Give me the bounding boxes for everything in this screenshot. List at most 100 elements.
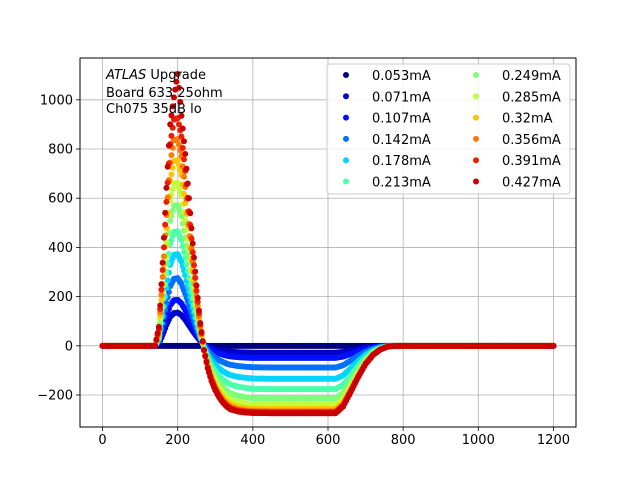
data-point xyxy=(167,121,174,128)
y-tick-label: 600 xyxy=(48,192,73,207)
y-tick-label: 0 xyxy=(65,339,73,354)
legend-label: 0.107mA xyxy=(372,112,431,127)
data-point xyxy=(194,295,201,302)
plot-frame xyxy=(79,57,577,428)
data-point xyxy=(180,190,187,197)
y-tick-label: 200 xyxy=(48,290,73,305)
data-point xyxy=(178,112,185,119)
legend-item: 0.427mA xyxy=(473,176,561,191)
legend-marker xyxy=(343,157,349,164)
legend-item: 0.178mA xyxy=(343,154,431,169)
data-point xyxy=(168,171,175,178)
data-point xyxy=(180,138,187,145)
data-point xyxy=(175,121,182,128)
x-tick-label: 600 xyxy=(316,433,341,448)
data-point xyxy=(193,287,200,294)
data-point xyxy=(165,142,172,149)
data-point xyxy=(184,180,191,187)
legend-marker xyxy=(343,72,349,78)
data-point xyxy=(187,210,194,217)
data-point xyxy=(168,132,175,139)
data-point xyxy=(179,125,186,132)
data-point xyxy=(174,70,181,77)
data-point xyxy=(168,112,175,119)
data-point xyxy=(202,353,209,360)
data-point xyxy=(182,150,189,157)
legend-marker xyxy=(343,93,349,100)
data-point xyxy=(169,186,176,193)
legend-label: 0.213mA xyxy=(372,176,431,191)
data-point xyxy=(189,240,196,247)
legend-item: 0.071mA xyxy=(343,90,431,105)
data-point xyxy=(169,207,176,214)
data-point xyxy=(153,336,160,343)
data-point xyxy=(160,253,167,260)
series-0.427mA xyxy=(99,70,557,417)
data-point xyxy=(159,273,166,280)
data-point xyxy=(180,173,187,180)
data-point xyxy=(160,244,167,251)
data-point xyxy=(169,103,176,110)
legend-label: 0.142mA xyxy=(372,133,431,148)
legend-item: 0.107mA xyxy=(343,112,431,127)
legend-label: 0.053mA xyxy=(372,69,431,84)
title-annotation: ATLAS Upgrade Board 633 25ohm Ch075 35dB… xyxy=(105,68,223,117)
legend-item: 0.213mA xyxy=(343,176,431,191)
legend-item: 0.285mA xyxy=(473,90,561,105)
legend-marker xyxy=(473,114,479,121)
data-point xyxy=(203,359,210,366)
legend-label: 0.285mA xyxy=(502,90,561,105)
title-line-1: ATLAS Upgrade xyxy=(105,68,206,83)
x-tick-label: 1000 xyxy=(462,433,495,448)
data-point xyxy=(173,78,180,85)
legend-marker xyxy=(343,114,349,121)
legend-label: 0.071mA xyxy=(372,90,431,105)
data-point xyxy=(188,235,195,242)
data-point xyxy=(201,347,207,354)
data-point xyxy=(158,286,165,293)
y-tick-label: 400 xyxy=(48,241,73,256)
data-point xyxy=(192,268,199,275)
data-point xyxy=(158,296,165,303)
data-point xyxy=(164,179,171,186)
data-point xyxy=(197,319,204,326)
data-point xyxy=(164,277,171,284)
x-tick-label: 0 xyxy=(98,433,106,448)
data-point xyxy=(180,156,187,163)
data-point xyxy=(185,195,192,202)
legend-item: 0.142mA xyxy=(343,133,431,148)
title-line-3: Ch075 35dB lo xyxy=(106,102,202,117)
data-point xyxy=(162,221,169,228)
data-point xyxy=(170,94,177,101)
data-point xyxy=(199,338,206,345)
data-point xyxy=(154,330,161,337)
data-point xyxy=(160,234,167,241)
data-point xyxy=(174,157,181,164)
ticks-layer: 0 200 400 600 800 1000 1200 −200 0 200 400 600 800 10… xyxy=(37,93,570,448)
legend-marker xyxy=(473,93,479,100)
data-point xyxy=(183,227,190,234)
data-point xyxy=(158,291,165,298)
data-point xyxy=(183,165,190,172)
data-point xyxy=(155,323,162,330)
legend-label: 0.391mA xyxy=(502,154,561,169)
data-point xyxy=(195,307,202,314)
data-point xyxy=(159,259,166,266)
data-point xyxy=(175,84,182,91)
legend-label: 0.178mA xyxy=(372,154,431,169)
data-point xyxy=(190,254,197,261)
legend-marker xyxy=(343,135,349,142)
data-point xyxy=(177,98,184,105)
data-point xyxy=(184,251,191,258)
legend-label: 0.249mA xyxy=(502,69,561,84)
data-point xyxy=(179,144,186,151)
legend-item: 0.32mA xyxy=(473,112,553,127)
legend-marker xyxy=(473,135,479,142)
data-point xyxy=(152,342,159,349)
data-point xyxy=(188,225,195,232)
data-point xyxy=(158,281,165,288)
data-point xyxy=(159,267,166,274)
data-point xyxy=(550,342,557,349)
legend-item: 0.391mA xyxy=(473,154,561,169)
